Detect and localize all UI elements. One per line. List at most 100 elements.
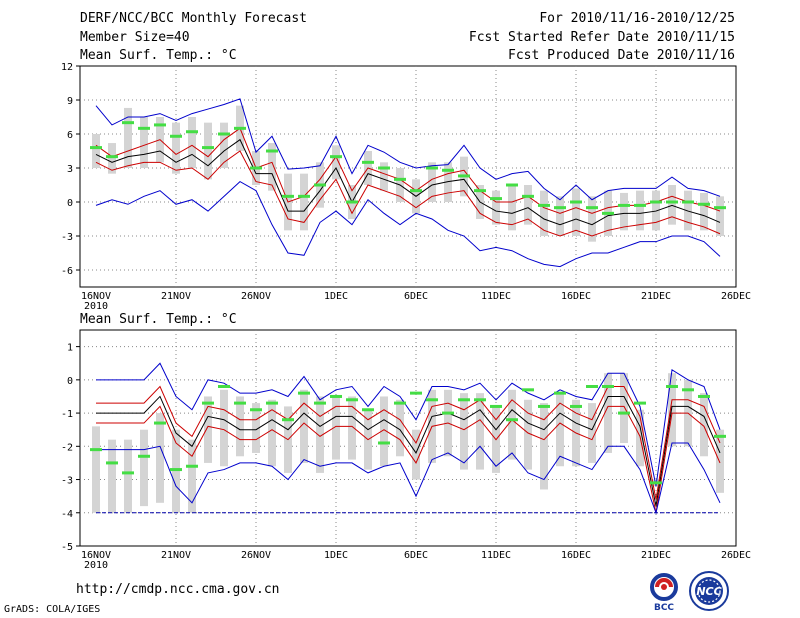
- bcc-logo: BCC: [650, 573, 678, 612]
- median-bar: [586, 384, 598, 388]
- median-bar: [666, 200, 678, 204]
- median-bar: [394, 177, 406, 181]
- series-ensemble-mean-line: [95, 138, 721, 226]
- panel-precipitation: 16NOV 21NOV 26NOV 1DEC 6DEC 11DEC 16DEC 21DEC 26…: [61, 329, 751, 571]
- median-bar: [282, 418, 294, 422]
- plot-frame: [79, 65, 737, 288]
- box: [508, 185, 516, 231]
- box: [684, 190, 692, 231]
- header-right-line-2: Fcst Started Refer Date 2010/11/15: [468, 30, 735, 45]
- median-bar: [586, 206, 598, 210]
- median-bar: [250, 166, 262, 170]
- box: [444, 162, 452, 202]
- y-tick-label: 1: [67, 343, 73, 354]
- series-lower-spread-line: [96, 405, 721, 513]
- median-bar: [298, 391, 310, 395]
- median-bar: [218, 132, 230, 136]
- median-bar: [266, 149, 278, 153]
- box: [620, 192, 628, 231]
- box: [460, 393, 468, 470]
- y-tick-label: -3: [61, 232, 73, 243]
- x-tick-label: 21DEC: [641, 291, 671, 302]
- box: [204, 122, 212, 180]
- median-bar: [602, 384, 614, 388]
- y-tick-label: 3: [67, 164, 73, 175]
- box: [380, 162, 388, 191]
- median-bar: [330, 155, 342, 159]
- x-tick-label: 16DEC: [561, 550, 591, 561]
- median-bar: [154, 421, 166, 425]
- box: [428, 162, 436, 202]
- median-bar: [650, 481, 662, 485]
- x-year-label: 2010: [84, 560, 108, 571]
- median-bar: [506, 418, 518, 422]
- median-bar: [426, 166, 438, 170]
- median-bar: [490, 404, 502, 408]
- x-tick-label: 11DEC: [481, 550, 511, 561]
- box: [668, 373, 676, 447]
- header-right-line-1: For 2010/11/16-2010/12/25: [539, 11, 735, 26]
- box: [172, 122, 180, 174]
- box: [716, 196, 724, 236]
- median-bar: [202, 401, 214, 405]
- median-bar: [634, 203, 646, 207]
- series-ensemble-mean-line: [96, 395, 721, 507]
- box: [156, 413, 164, 503]
- plot-frame: [79, 329, 737, 547]
- grads-credit: GrADS: COLA/IGES: [4, 604, 101, 615]
- median-bar: [426, 398, 438, 402]
- box: [380, 396, 388, 467]
- box: [412, 429, 420, 480]
- median-bar: [138, 126, 150, 130]
- series-max-line: [96, 362, 721, 487]
- x-tick-label: 1DEC: [324, 550, 348, 561]
- x-tick-label: 26DEC: [721, 550, 751, 561]
- x-year-label: 2010: [84, 301, 108, 312]
- median-bar: [698, 202, 710, 206]
- precip-title: Mean Surf. Temp.: °C: [80, 312, 237, 327]
- bcc-logo-text: BCC: [654, 603, 674, 612]
- x-tick-label: 6DEC: [404, 291, 428, 302]
- median-bar: [410, 391, 422, 395]
- x-tick-label: 16NOV: [81, 291, 111, 302]
- x-tick-label: 26DEC: [721, 291, 751, 302]
- box: [108, 143, 116, 174]
- median-bar: [442, 411, 454, 415]
- box: [332, 396, 340, 460]
- median-bar: [538, 203, 550, 207]
- median-bar: [442, 168, 454, 172]
- median-bar: [378, 441, 390, 445]
- box: [92, 426, 100, 513]
- box: [668, 185, 676, 225]
- median-bar: [170, 134, 182, 138]
- ncc-logo: NCC: [689, 571, 729, 611]
- source-url[interactable]: http://cmdp.ncc.cma.gov.cn: [76, 582, 280, 597]
- box: [716, 429, 724, 493]
- median-bar: [154, 123, 166, 127]
- median-bar: [714, 206, 726, 210]
- median-bar: [106, 155, 118, 159]
- median-bar: [122, 471, 134, 475]
- box: [396, 399, 404, 457]
- box: [476, 393, 484, 470]
- median-bar: [234, 126, 246, 130]
- box: [332, 145, 340, 180]
- box: [204, 396, 212, 463]
- box: [524, 185, 532, 225]
- box: [188, 439, 196, 513]
- box: [572, 188, 580, 236]
- box: [492, 190, 500, 225]
- x-tick-label: 26NOV: [241, 291, 271, 302]
- series-min-line: [96, 442, 721, 515]
- box: [300, 389, 308, 463]
- median-bar: [410, 189, 422, 193]
- box: [140, 429, 148, 507]
- ncc-logo-text: NCC: [696, 585, 721, 598]
- median-bar: [346, 398, 358, 402]
- box: [588, 196, 596, 242]
- median-bar: [458, 174, 470, 178]
- header-left-line-1: DERF/NCC/BCC Monthly Forecast: [80, 11, 307, 26]
- box: [348, 396, 356, 460]
- y-tick-label: 0: [67, 198, 73, 209]
